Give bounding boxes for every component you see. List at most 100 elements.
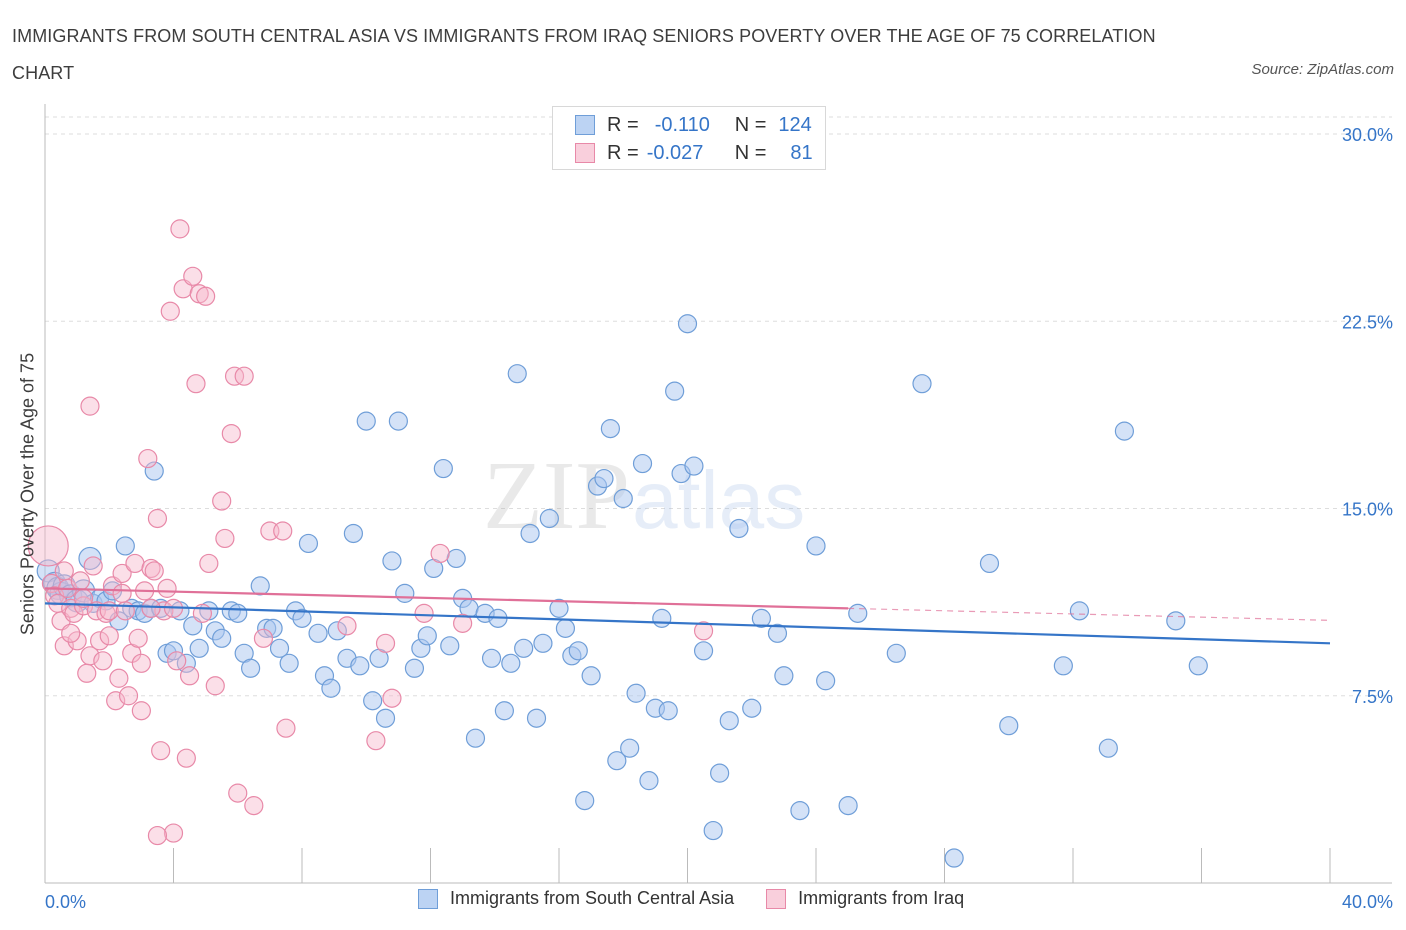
data-point-iraq [90,631,110,651]
watermark: ZIP atlas [483,442,805,550]
data-point-south-central-asia [321,678,341,698]
data-point-iraq [118,686,139,706]
data-point-south-central-asia [703,820,723,841]
data-point-south-central-asia [568,641,588,661]
data-point-iraq [337,616,357,636]
data-point-south-central-asia [539,508,559,529]
data-point-iraq [215,528,235,549]
data-point-iraq [125,553,145,574]
data-point-south-central-asia [144,461,164,481]
watermark-atlas: atlas [632,455,805,546]
axes [44,104,1392,884]
data-point-south-central-asia [594,468,614,489]
data-point-south-central-asia [279,653,299,673]
series-south-central-asia [36,314,1208,868]
data-point-south-central-asia [677,314,698,334]
data-point-iraq [382,688,402,708]
data-point-south-central-asia [1166,611,1186,631]
data-point-south-central-asia [600,419,621,439]
chart-title: IMMIGRANTS FROM SOUTH CENTRAL ASIA VS IM… [12,26,1156,83]
data-point-south-central-asia [684,456,704,476]
data-point-iraq [141,558,161,579]
data-point-south-central-asia [375,708,396,728]
data-point-south-central-asia [848,603,868,623]
data-point-iraq [414,603,434,623]
y-tick-label: 15.0% [1342,500,1393,520]
data-point-iraq [224,366,245,386]
data-point-south-central-asia [886,643,906,663]
data-point-iraq [138,448,158,469]
legend-swatch-pink [766,888,787,909]
data-point-iraq [273,521,293,541]
data-point-south-central-asia [912,374,932,394]
legend-swatch-blue [418,888,438,909]
source-label: Source: ZipAtlas.com [1251,61,1394,78]
data-point-iraq [157,578,177,598]
data-point-iraq [131,701,151,721]
legend-item-south-central-asia: Immigrants from South Central Asia [418,888,734,909]
data-point-iraq [196,286,216,306]
data-point-iraq [93,651,113,671]
legend-n-value: 81 [790,141,813,164]
data-point-iraq [67,631,87,651]
data-point-iraq [99,626,119,646]
data-point-south-central-asia [607,751,627,771]
data-point-south-central-asia [533,633,553,653]
data-point-south-central-asia [433,458,453,479]
data-point-iraq [112,563,132,584]
data-point-iraq [176,748,196,768]
watermark-zip: ZIP [483,442,630,550]
legend-swatch-pink [575,143,595,163]
data-point-south-central-asia [382,551,402,571]
y-axis-label: Seniors Poverty Over the Age of 75 [17,352,38,636]
data-point-iraq [205,676,225,696]
data-point-south-central-asia [514,638,534,658]
trend-lines [44,587,1331,645]
data-point-iraq [128,628,148,648]
y-tick-label: 30.0% [1342,125,1393,145]
data-point-iraq [106,691,126,711]
data-point-iraq [228,783,248,803]
data-point-iraq [160,301,180,321]
data-point-iraq [199,553,219,574]
trend-line-south-central-asia [44,602,1331,645]
data-point-south-central-asia [774,666,794,686]
data-point-south-central-asia [363,691,383,711]
data-point-iraq [70,571,90,591]
data-point-south-central-asia [806,536,826,556]
data-point-iraq [61,623,81,643]
data-point-south-central-asia [549,598,569,618]
data-point-iraq [453,613,473,633]
data-point-south-central-asia [742,698,762,718]
data-point-south-central-asia [440,636,460,656]
data-point-iraq [151,741,171,761]
data-point-south-central-asia [350,656,370,676]
data-point-south-central-asia [555,618,576,638]
data-point-south-central-asia [979,553,1000,574]
data-point-south-central-asia [944,848,964,868]
data-point-south-central-asia [632,453,653,474]
data-point-iraq [147,825,168,846]
data-point-south-central-asia [626,683,646,703]
data-point-south-central-asia [1098,738,1118,758]
trend-line-iraq-extension [848,607,1331,621]
data-point-south-central-asia [308,623,328,643]
data-point-south-central-asia [263,618,283,638]
data-point-south-central-asia [620,738,640,758]
legend-label: Immigrants from South Central Asia [450,888,735,908]
data-point-south-central-asia [269,638,290,658]
data-point-south-central-asia [767,623,788,643]
data-point-south-central-asia [494,701,514,721]
data-point-iraq [115,601,135,621]
data-point-south-central-asia [343,523,363,544]
data-point-south-central-asia [665,381,685,401]
legend-r-label: R = [607,113,639,136]
data-point-south-central-asia [417,626,437,646]
legend-r-label: R = [607,141,639,164]
data-point-iraq [131,653,151,673]
data-point-south-central-asia [241,658,261,678]
legend-item-iraq: Immigrants from Iraq [766,888,964,909]
data-point-iraq [167,651,187,671]
data-point-iraq [276,718,296,738]
